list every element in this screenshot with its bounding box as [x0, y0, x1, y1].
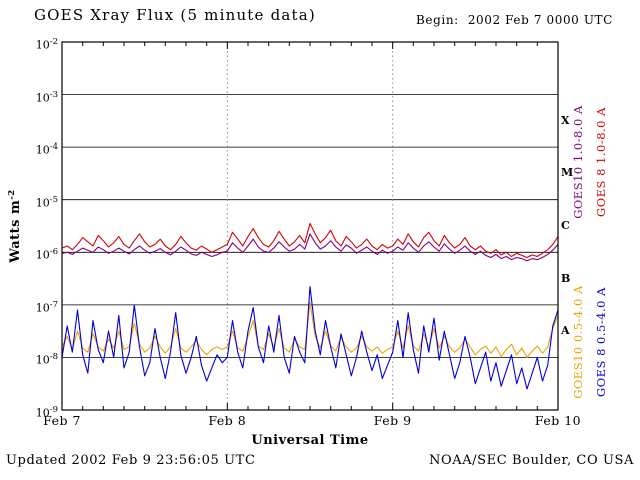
updated-timestamp: Updated 2002 Feb 9 23:56:05 UTC: [6, 453, 256, 468]
flare-class-c: C: [561, 219, 570, 232]
y-tick-label: 10-7: [35, 299, 58, 315]
x-tick-label: Feb 9: [373, 413, 412, 428]
flux-series-2: [61, 301, 559, 358]
flux-series-0: [61, 233, 559, 262]
x-tick-label: Feb 8: [208, 413, 247, 428]
legend-goes10-short-label: GOES10 0.5-4.0 A: [571, 285, 585, 399]
chart-title: GOES Xray Flux (5 minute data): [34, 6, 316, 24]
x-tick-label: Feb 10: [534, 413, 582, 428]
y-axis-title-base: Watts m: [8, 199, 24, 263]
flux-series-1: [61, 222, 559, 259]
legend-goes8-short-label: GOES 8 0.5-4.0 A: [594, 287, 608, 397]
flare-class-x: X: [561, 113, 570, 127]
flare-class-m: M: [561, 166, 574, 180]
flare-class-b: B: [561, 271, 571, 285]
y-tick-label: 10-9: [35, 405, 58, 420]
flux-series-3: [61, 285, 559, 390]
begin-label: Begin:: [416, 13, 459, 27]
y-tick-label: 10-8: [35, 352, 58, 368]
y-axis-title-exponent: -2: [6, 189, 17, 200]
legend-goes10-long-label: GOES10 1.0-8.0 A: [571, 105, 585, 219]
y-tick-label: 10-2: [35, 37, 58, 52]
y-tick-label: 10-4: [35, 142, 58, 157]
x-tick-label: Feb 7: [43, 413, 81, 428]
y-tick-label: 10-3: [35, 89, 58, 105]
begin-timestamp: Begin: 2002 Feb 7 0000 UTC: [416, 13, 613, 27]
y-axis-title: Watts m-2: [7, 189, 23, 262]
begin-value: 2002 Feb 7 0000 UTC: [467, 13, 613, 27]
credit-text: NOAA/SEC Boulder, CO USA: [428, 453, 634, 468]
x-axis-title: Universal Time: [251, 433, 369, 448]
legend-goes8-long-label: GOES 8 1.0-8.0 A: [594, 107, 608, 217]
plot-frame: [61, 41, 559, 411]
y-tick-label: 10-5: [35, 194, 58, 210]
y-tick-label: 10-6: [35, 247, 58, 262]
flare-class-a: A: [561, 324, 570, 338]
